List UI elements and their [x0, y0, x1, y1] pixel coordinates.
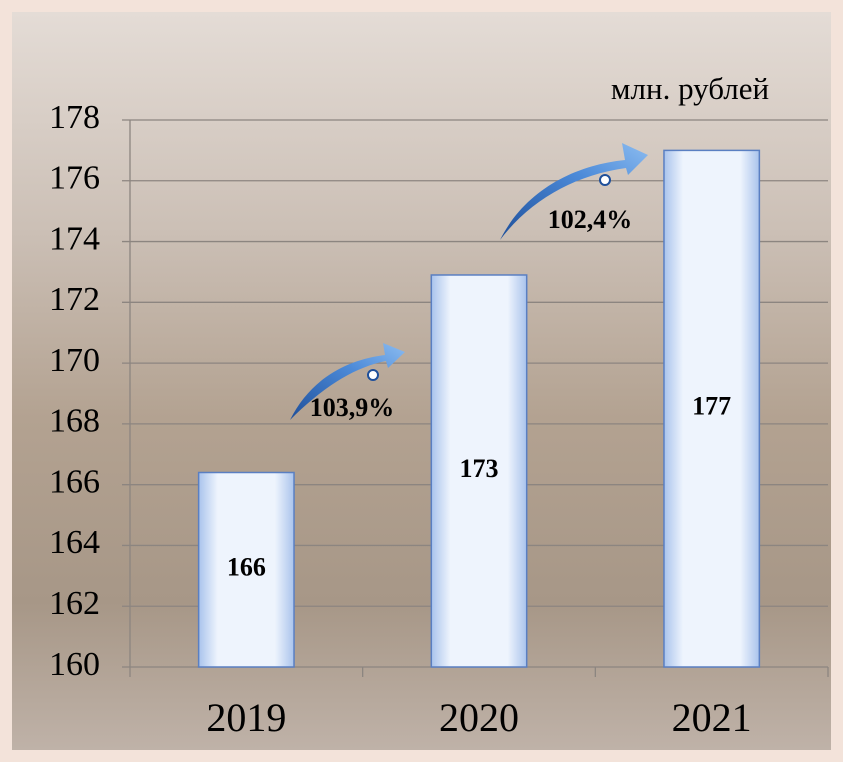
x-tick-label: 2020 [439, 695, 519, 740]
unit-label: млн. рублей [611, 71, 769, 106]
growth-arrow [290, 343, 405, 420]
value-label: 177 [692, 392, 731, 421]
arrow-dot [599, 174, 611, 186]
x-tick-label: 2019 [206, 695, 286, 740]
arrow-dot [367, 369, 379, 381]
x-tick-label: 2021 [672, 695, 752, 740]
y-tick-label: 172 [49, 281, 100, 318]
y-tick-label: 170 [49, 342, 100, 379]
y-tick-label: 178 [49, 99, 100, 136]
y-tick-label: 164 [49, 524, 100, 561]
plot-area: 160 162 164 166 168 170 172 174 176 178 2019 166 202… [49, 99, 829, 740]
y-tick-label: 162 [49, 585, 100, 622]
value-label: 166 [227, 553, 266, 582]
y-tick-label: 160 [49, 646, 100, 683]
growth-label: 102,4% [548, 205, 633, 234]
bar [663, 149, 761, 668]
y-tick-label: 166 [49, 463, 100, 500]
bar [197, 471, 295, 668]
value-label: 173 [460, 454, 499, 483]
y-tick-label: 168 [49, 403, 100, 440]
y-tick-label: 174 [49, 220, 100, 257]
bar [430, 274, 528, 668]
y-tick-label: 176 [49, 160, 100, 197]
growth-arrow [500, 143, 648, 240]
growth-label: 103,9% [310, 393, 395, 422]
